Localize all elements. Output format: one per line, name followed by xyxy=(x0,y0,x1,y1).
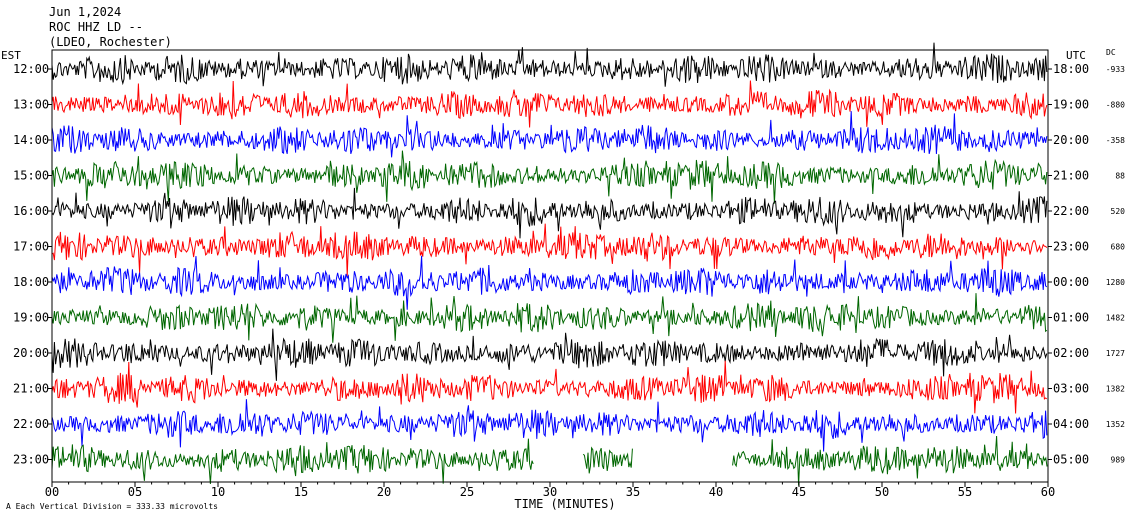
est-label: 16:00 xyxy=(13,204,49,218)
footer-note: A Each Vertical Division = 333.33 microv… xyxy=(6,502,218,511)
plot-border xyxy=(51,49,1049,483)
utc-label: 03:00 xyxy=(1053,382,1089,396)
date-label: Jun 1,2024 xyxy=(49,5,122,19)
plot-frame xyxy=(51,49,1049,483)
utc-label: 04:00 xyxy=(1053,417,1089,431)
utc-zone-label: UTC xyxy=(1066,49,1086,62)
est-label: 14:00 xyxy=(13,133,49,147)
footer-scale-text: Each Vertical Division = 333.33 microvol… xyxy=(15,502,218,511)
trace-line-2200 xyxy=(51,399,1048,452)
seismic-traces xyxy=(51,42,1048,486)
trace-line-2300-seg0 xyxy=(51,438,534,485)
footer-mark: A xyxy=(6,502,11,511)
x-tick-label-20: 20 xyxy=(377,485,391,499)
dc-value: 1382 xyxy=(1106,385,1125,394)
trace-line-1300 xyxy=(51,80,1048,128)
utc-label: 05:00 xyxy=(1053,453,1089,467)
dc-value: 680 xyxy=(1111,243,1126,252)
x-tick-label-15: 15 xyxy=(294,485,308,499)
x-tick-label-30: 30 xyxy=(543,485,557,499)
est-label: 23:00 xyxy=(13,453,49,467)
station-label: ROC HHZ LD -- xyxy=(49,20,143,34)
utc-label: 01:00 xyxy=(1053,311,1089,325)
est-label: 19:00 xyxy=(13,311,49,325)
trace-line-1800 xyxy=(51,255,1048,310)
utc-label: 02:00 xyxy=(1053,346,1089,360)
utc-label: 00:00 xyxy=(1053,275,1089,289)
dc-value: 520 xyxy=(1111,207,1126,216)
dc-value: 989 xyxy=(1111,456,1126,465)
network-label: (LDEO, Rochester) xyxy=(49,35,172,49)
x-tick-label-40: 40 xyxy=(709,485,723,499)
utc-label: 22:00 xyxy=(1053,204,1089,218)
x-tick-label-35: 35 xyxy=(626,485,640,499)
est-label: 22:00 xyxy=(13,417,49,431)
dc-value: 1352 xyxy=(1106,420,1125,429)
trace-line-2300-seg2 xyxy=(732,435,1048,486)
dc-value: 1482 xyxy=(1106,314,1125,323)
trace-line-2100 xyxy=(51,360,1048,414)
dc-value: 1280 xyxy=(1106,278,1125,287)
dc-value: 1727 xyxy=(1106,349,1125,358)
trace-line-1900 xyxy=(51,293,1048,343)
dc-column-label: DC xyxy=(1106,48,1116,57)
trace-line-1200 xyxy=(51,42,1048,87)
dc-value: -933 xyxy=(1106,65,1125,74)
x-tick-label-60: 60 xyxy=(1041,485,1055,499)
est-label: 18:00 xyxy=(13,275,49,289)
trace-line-2000 xyxy=(51,328,1048,381)
est-label: 17:00 xyxy=(13,240,49,254)
utc-label: 20:00 xyxy=(1053,133,1089,147)
trace-line-2300-seg1 xyxy=(582,446,633,474)
trace-line-1700 xyxy=(51,223,1048,277)
trace-line-1500 xyxy=(51,150,1048,204)
utc-label: 21:00 xyxy=(1053,169,1089,183)
est-label: 15:00 xyxy=(13,169,49,183)
utc-label: 19:00 xyxy=(1053,98,1089,112)
est-zone-label: EST xyxy=(1,49,21,62)
trace-line-1400 xyxy=(51,111,1048,158)
x-tick-label-55: 55 xyxy=(958,485,972,499)
x-axis-ticks: 00 05 10 15 20 25 30 35 40 45 50 55 60 xyxy=(45,482,1055,499)
x-axis-title: TIME (MINUTES) xyxy=(514,497,616,511)
dc-value: 88 xyxy=(1115,172,1125,181)
est-label: 21:00 xyxy=(13,382,49,396)
utc-label: 18:00 xyxy=(1053,62,1089,76)
x-tick-label-45: 45 xyxy=(792,485,806,499)
est-label: 12:00 xyxy=(13,62,49,76)
x-tick-label-5: 05 xyxy=(128,485,142,499)
est-label: 20:00 xyxy=(13,346,49,360)
x-tick-label-10: 10 xyxy=(211,485,225,499)
trace-line-1600 xyxy=(51,187,1048,239)
x-tick-label-50: 50 xyxy=(875,485,889,499)
x-tick-label-25: 25 xyxy=(460,485,474,499)
dc-value: -358 xyxy=(1106,136,1125,145)
row-labels: 12:00 18:00 -933 13:00 19:00 -880 14:00 20:00 -3… xyxy=(13,62,1125,467)
utc-label: 23:00 xyxy=(1053,240,1089,254)
x-tick-label-0: 00 xyxy=(45,485,59,499)
dc-value: -880 xyxy=(1106,101,1125,110)
est-label: 13:00 xyxy=(13,98,49,112)
